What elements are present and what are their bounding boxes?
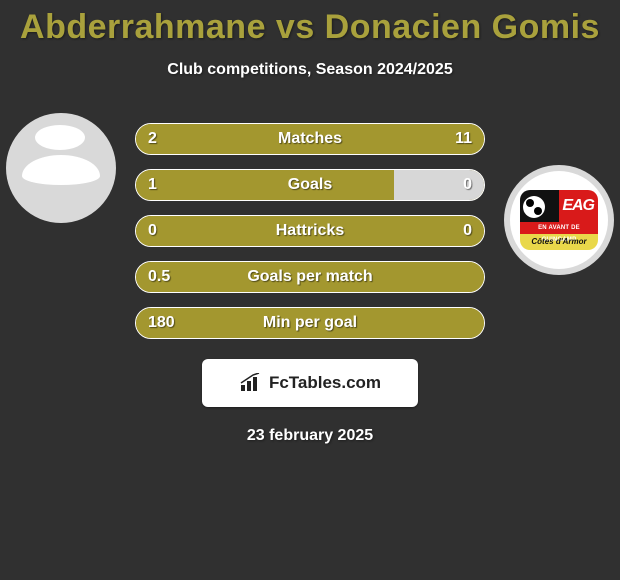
footer-date: 23 february 2025 <box>0 427 620 445</box>
source-badge: FcTables.com <box>202 359 418 407</box>
stat-bar-row: 0.5Goals per match <box>135 261 485 293</box>
bar-label: Goals per match <box>136 262 484 292</box>
club-name-line1: EN AVANT DE GUINGAMP <box>520 222 598 234</box>
source-site: FcTables.com <box>269 373 381 393</box>
person-silhouette-icon <box>6 113 116 223</box>
chart-icon <box>239 373 263 393</box>
stat-bar-row: 180Min per goal <box>135 307 485 339</box>
player-left-avatar <box>6 113 116 223</box>
bar-label: Min per goal <box>136 308 484 338</box>
bar-label: Hattricks <box>136 216 484 246</box>
stat-bar-row: 1Goals0 <box>135 169 485 201</box>
subtitle: Club competitions, Season 2024/2025 <box>0 61 620 79</box>
bar-value-right: 11 <box>455 124 472 154</box>
stat-bar-row: 0Hattricks0 <box>135 215 485 247</box>
club-name-line2: Côtes d'Armor <box>520 234 598 250</box>
bar-label: Matches <box>136 124 484 154</box>
bar-value-right: 0 <box>463 170 472 200</box>
content-area: EAG EN AVANT DE GUINGAMP Côtes d'Armor 2… <box>0 123 620 445</box>
bar-label: Goals <box>136 170 484 200</box>
club-abbr: EAG <box>562 197 594 215</box>
club-swirl-icon <box>523 196 545 218</box>
player-right-club-badge: EAG EN AVANT DE GUINGAMP Côtes d'Armor <box>504 165 614 275</box>
page-title: Abderrahmane vs Donacien Gomis <box>0 0 620 47</box>
bar-value-right: 0 <box>463 216 472 246</box>
comparison-infographic: Abderrahmane vs Donacien Gomis Club comp… <box>0 0 620 580</box>
stat-bar-row: 2Matches11 <box>135 123 485 155</box>
stat-bars: 2Matches111Goals00Hattricks00.5Goals per… <box>135 123 485 339</box>
